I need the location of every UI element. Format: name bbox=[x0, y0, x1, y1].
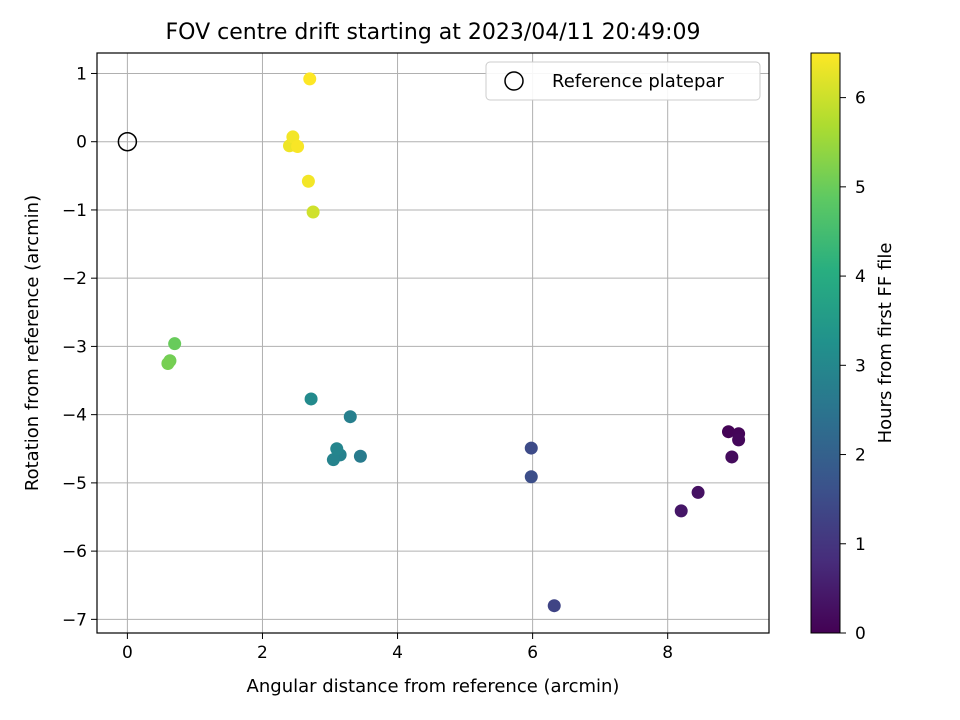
data-point bbox=[304, 392, 318, 406]
grid bbox=[97, 53, 769, 633]
data-point bbox=[161, 356, 175, 370]
y-tick-label: −3 bbox=[62, 337, 87, 357]
reference-point bbox=[117, 131, 138, 152]
y-tick-label: −5 bbox=[62, 474, 87, 494]
colorbar-ticks: 0 1 2 3 4 5 6 bbox=[840, 89, 866, 644]
y-tick-label: −1 bbox=[62, 201, 87, 221]
y-tick-label: −4 bbox=[62, 406, 87, 426]
x-axis-ticks: 0 2 4 6 8 bbox=[122, 633, 673, 663]
data-point bbox=[353, 449, 367, 463]
colorbar-tick-label: 0 bbox=[855, 624, 866, 644]
x-axis-label: Angular distance from reference (arcmin) bbox=[247, 676, 620, 697]
data-point bbox=[306, 205, 320, 219]
legend-box bbox=[485, 61, 761, 101]
colorbar-tick-label: 1 bbox=[855, 535, 866, 555]
colorbar-tick-label: 3 bbox=[855, 356, 866, 376]
y-axis-ticks: 1 0 −1 −2 −3 −4 −5 −6 −7 bbox=[62, 64, 97, 630]
data-point bbox=[326, 453, 340, 467]
data-point bbox=[343, 410, 357, 424]
x-tick-label: 8 bbox=[662, 643, 673, 663]
data-point bbox=[691, 485, 705, 499]
axes-frame bbox=[96, 52, 770, 634]
legend-entry-label: Reference platepar bbox=[552, 71, 724, 92]
data-point bbox=[168, 337, 182, 351]
data-point bbox=[547, 599, 561, 613]
x-tick-label: 4 bbox=[392, 643, 403, 663]
colorbar-tick-label: 5 bbox=[855, 178, 866, 198]
y-axis-label: Rotation from reference (arcmin) bbox=[22, 195, 43, 491]
colorbar-tick-label: 2 bbox=[855, 446, 866, 466]
data-point bbox=[524, 470, 538, 484]
data-point bbox=[674, 504, 688, 518]
y-tick-label: 1 bbox=[76, 64, 87, 84]
x-tick-label: 6 bbox=[527, 643, 538, 663]
data-point bbox=[524, 441, 538, 455]
colorbar: 0 1 2 3 4 5 6 Hours from first FF file bbox=[810, 52, 896, 644]
data-point bbox=[721, 425, 735, 439]
data-point bbox=[291, 139, 305, 153]
x-tick-label: 0 bbox=[122, 643, 133, 663]
legend: Reference platepar bbox=[485, 61, 761, 101]
y-tick-label: −6 bbox=[62, 542, 87, 562]
data-point bbox=[725, 450, 739, 464]
y-tick-label: −2 bbox=[62, 269, 87, 289]
data-point bbox=[330, 442, 344, 456]
colorbar-label: Hours from first FF file bbox=[875, 243, 896, 444]
legend-marker bbox=[504, 71, 524, 91]
colorbar-gradient bbox=[810, 52, 841, 634]
colorbar-tick-label: 6 bbox=[855, 89, 866, 109]
y-tick-label: 0 bbox=[76, 133, 87, 153]
y-tick-label: −7 bbox=[62, 610, 87, 630]
colorbar-tick-label: 4 bbox=[855, 267, 866, 287]
data-point bbox=[301, 174, 315, 188]
chart-title: FOV centre drift starting at 2023/04/11 … bbox=[166, 20, 701, 45]
data-point bbox=[303, 72, 317, 86]
data-point bbox=[732, 433, 746, 447]
data-points bbox=[161, 72, 746, 613]
x-tick-label: 2 bbox=[257, 643, 268, 663]
